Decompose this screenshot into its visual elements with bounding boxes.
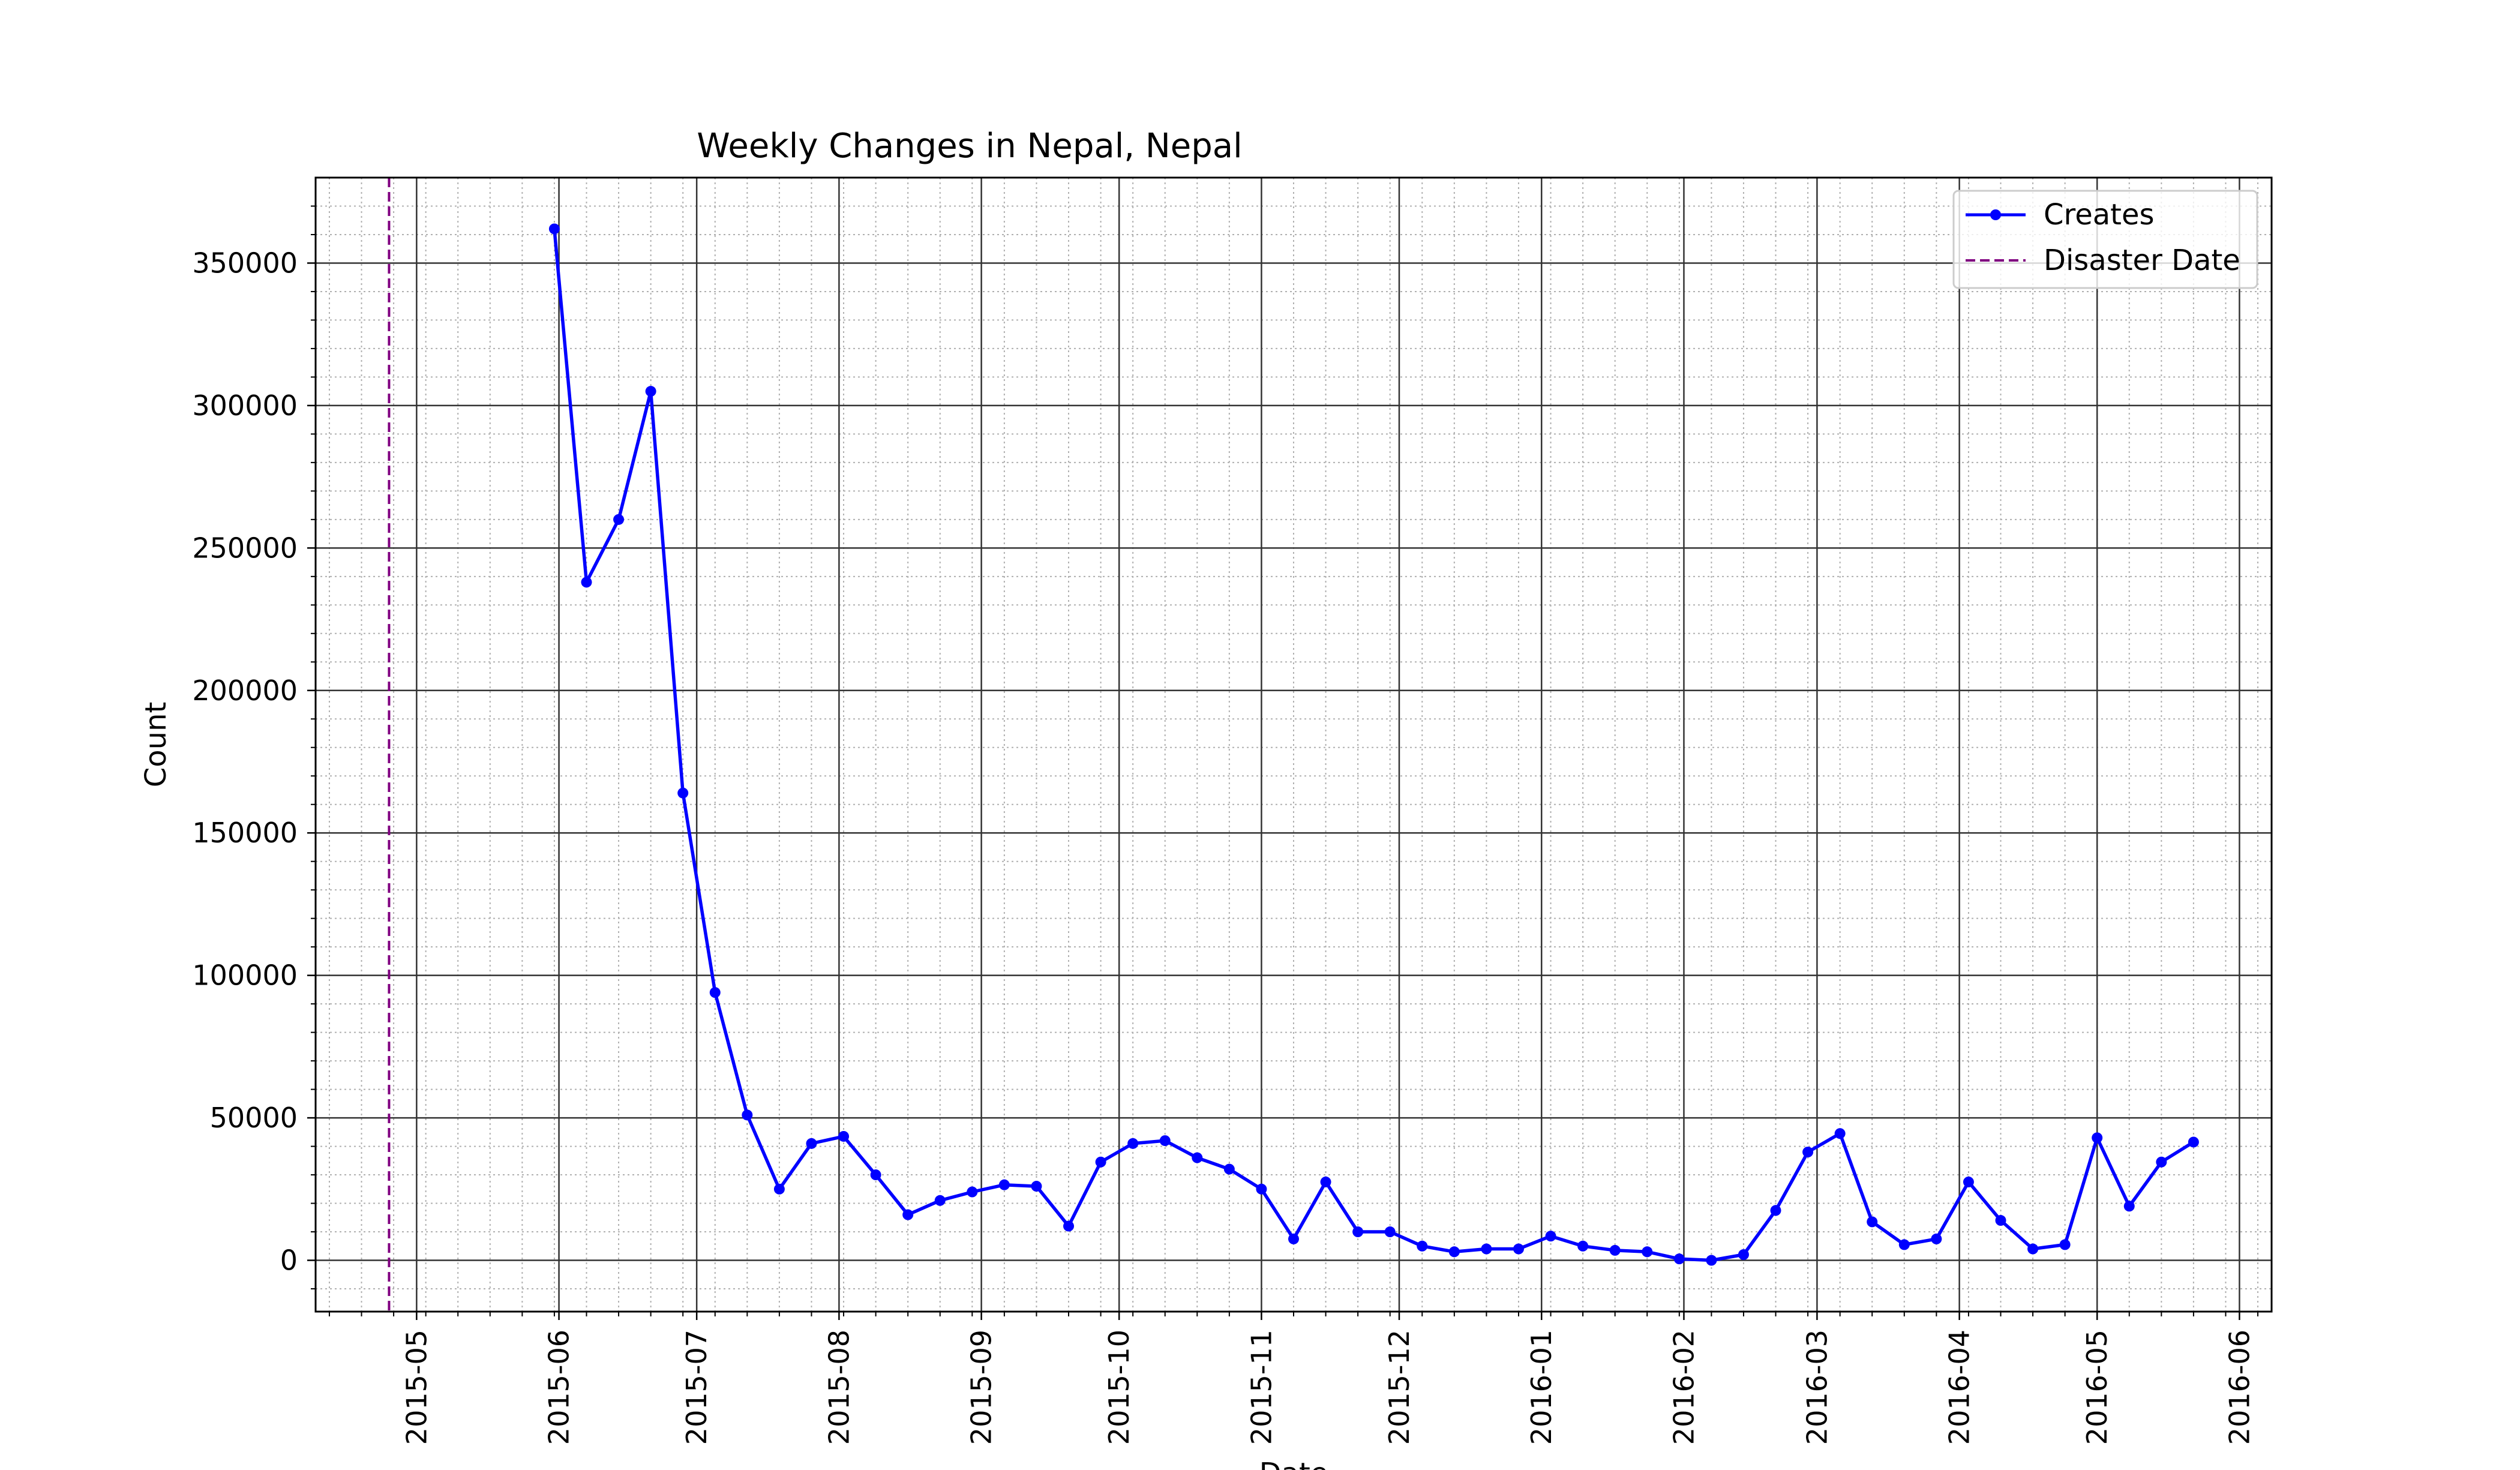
x-tick-label: 2015-12 [1383,1330,1415,1445]
creates-point [1031,1181,1042,1192]
creates-point [677,787,689,799]
creates-point [581,577,592,588]
creates-point [1770,1205,1781,1216]
creates-point [2027,1243,2039,1255]
y-tick-label: 200000 [192,674,298,707]
creates-point [742,1109,753,1121]
y-tick-label: 350000 [192,247,298,279]
creates-point [870,1169,881,1181]
creates-point [1577,1240,1589,1252]
y-tick-label: 150000 [192,817,298,849]
legend-creates-label: Creates [2044,198,2155,232]
creates-point [1931,1233,1942,1244]
creates-point [2092,1132,2103,1144]
creates-point [1898,1239,1910,1250]
creates-point [1834,1128,1846,1139]
x-tick-label: 2015-11 [1245,1330,1277,1445]
major-grid [316,178,2272,1312]
creates-point [1738,1249,1749,1261]
creates-point [2059,1239,2071,1250]
x-ticks: 2015-05 2015-06 2015-07 2015-08 2015-09 2015-… [328,1312,2259,1445]
creates-point [934,1195,946,1206]
x-tick-label: 2016-02 [1667,1330,1700,1445]
creates-point [2188,1136,2199,1148]
x-tick-label: 2015-10 [1103,1330,1135,1445]
creates-point [1384,1226,1396,1238]
creates-point [1802,1147,1814,1158]
x-tick-label: 2016-04 [1943,1330,1976,1445]
creates-point [998,1179,1010,1190]
x-tick-label: 2016-06 [2223,1330,2255,1445]
creates-point [1963,1176,1974,1187]
y-tick-label: 0 [280,1244,298,1277]
legend-disaster-label: Disaster Date [2044,244,2240,277]
creates-point [902,1209,914,1220]
creates-point [548,223,560,235]
creates-line [553,229,2195,1262]
creates-point [1095,1156,1106,1168]
creates-point [1867,1216,1878,1228]
series-creates [548,223,2199,1266]
creates-point [613,514,625,525]
creates-point [806,1138,817,1149]
legend-box [1952,190,2258,289]
creates-point [1673,1253,1685,1265]
plot-frame [314,176,2273,1313]
x-tick-label: 2015-06 [543,1330,575,1445]
creates-point [1288,1233,1299,1244]
creates-point [773,1183,785,1195]
creates-point [967,1186,978,1198]
creates-point [645,386,656,397]
x-tick-label: 2015-09 [965,1330,998,1445]
creates-point [1706,1255,1717,1266]
y-tick-label: 250000 [192,532,298,564]
creates-point [1995,1215,2006,1226]
x-tick-label: 2016-01 [1525,1330,1558,1445]
creates-point [709,987,721,998]
creates-point [1481,1243,1492,1255]
legend-creates-marker [1990,209,2001,220]
creates-point [1063,1220,1075,1232]
creates-point [1320,1176,1331,1187]
legend: Creates Disaster Date [1952,190,2258,289]
y-ticks: 0 50000 100000 150000 200000 250000 300000 3500… [192,205,316,1290]
x-tick-label: 2015-05 [400,1330,433,1445]
creates-point [1642,1246,1653,1258]
creates-point [1448,1246,1460,1258]
creates-point [1192,1152,1203,1163]
creates-point [1127,1138,1139,1149]
y-tick-label: 100000 [192,959,298,992]
creates-point [1609,1244,1621,1256]
creates-point [1352,1226,1364,1238]
minor-grid [316,178,2272,1312]
y-axis-label: Count [139,702,173,788]
x-tick-label: 2016-05 [2081,1330,2113,1445]
x-tick-label: 2015-08 [823,1330,855,1445]
creates-point [838,1130,850,1142]
creates-point [2156,1156,2167,1168]
creates-point [1159,1135,1171,1147]
creates-point [1513,1243,1524,1255]
creates-point [1545,1231,1556,1242]
x-tick-label: 2015-07 [680,1330,713,1445]
creates-point [1417,1240,1428,1252]
creates-point [1223,1163,1235,1175]
creates-point [1256,1183,1267,1195]
y-tick-label: 50000 [210,1102,298,1134]
y-tick-label: 300000 [192,389,298,422]
x-tick-label: 2016-03 [1801,1330,1833,1445]
creates-point [2123,1201,2135,1212]
chart-title: Weekly Changes in Nepal, Nepal [697,127,1242,166]
x-axis-label: Date [1259,1457,1328,1470]
